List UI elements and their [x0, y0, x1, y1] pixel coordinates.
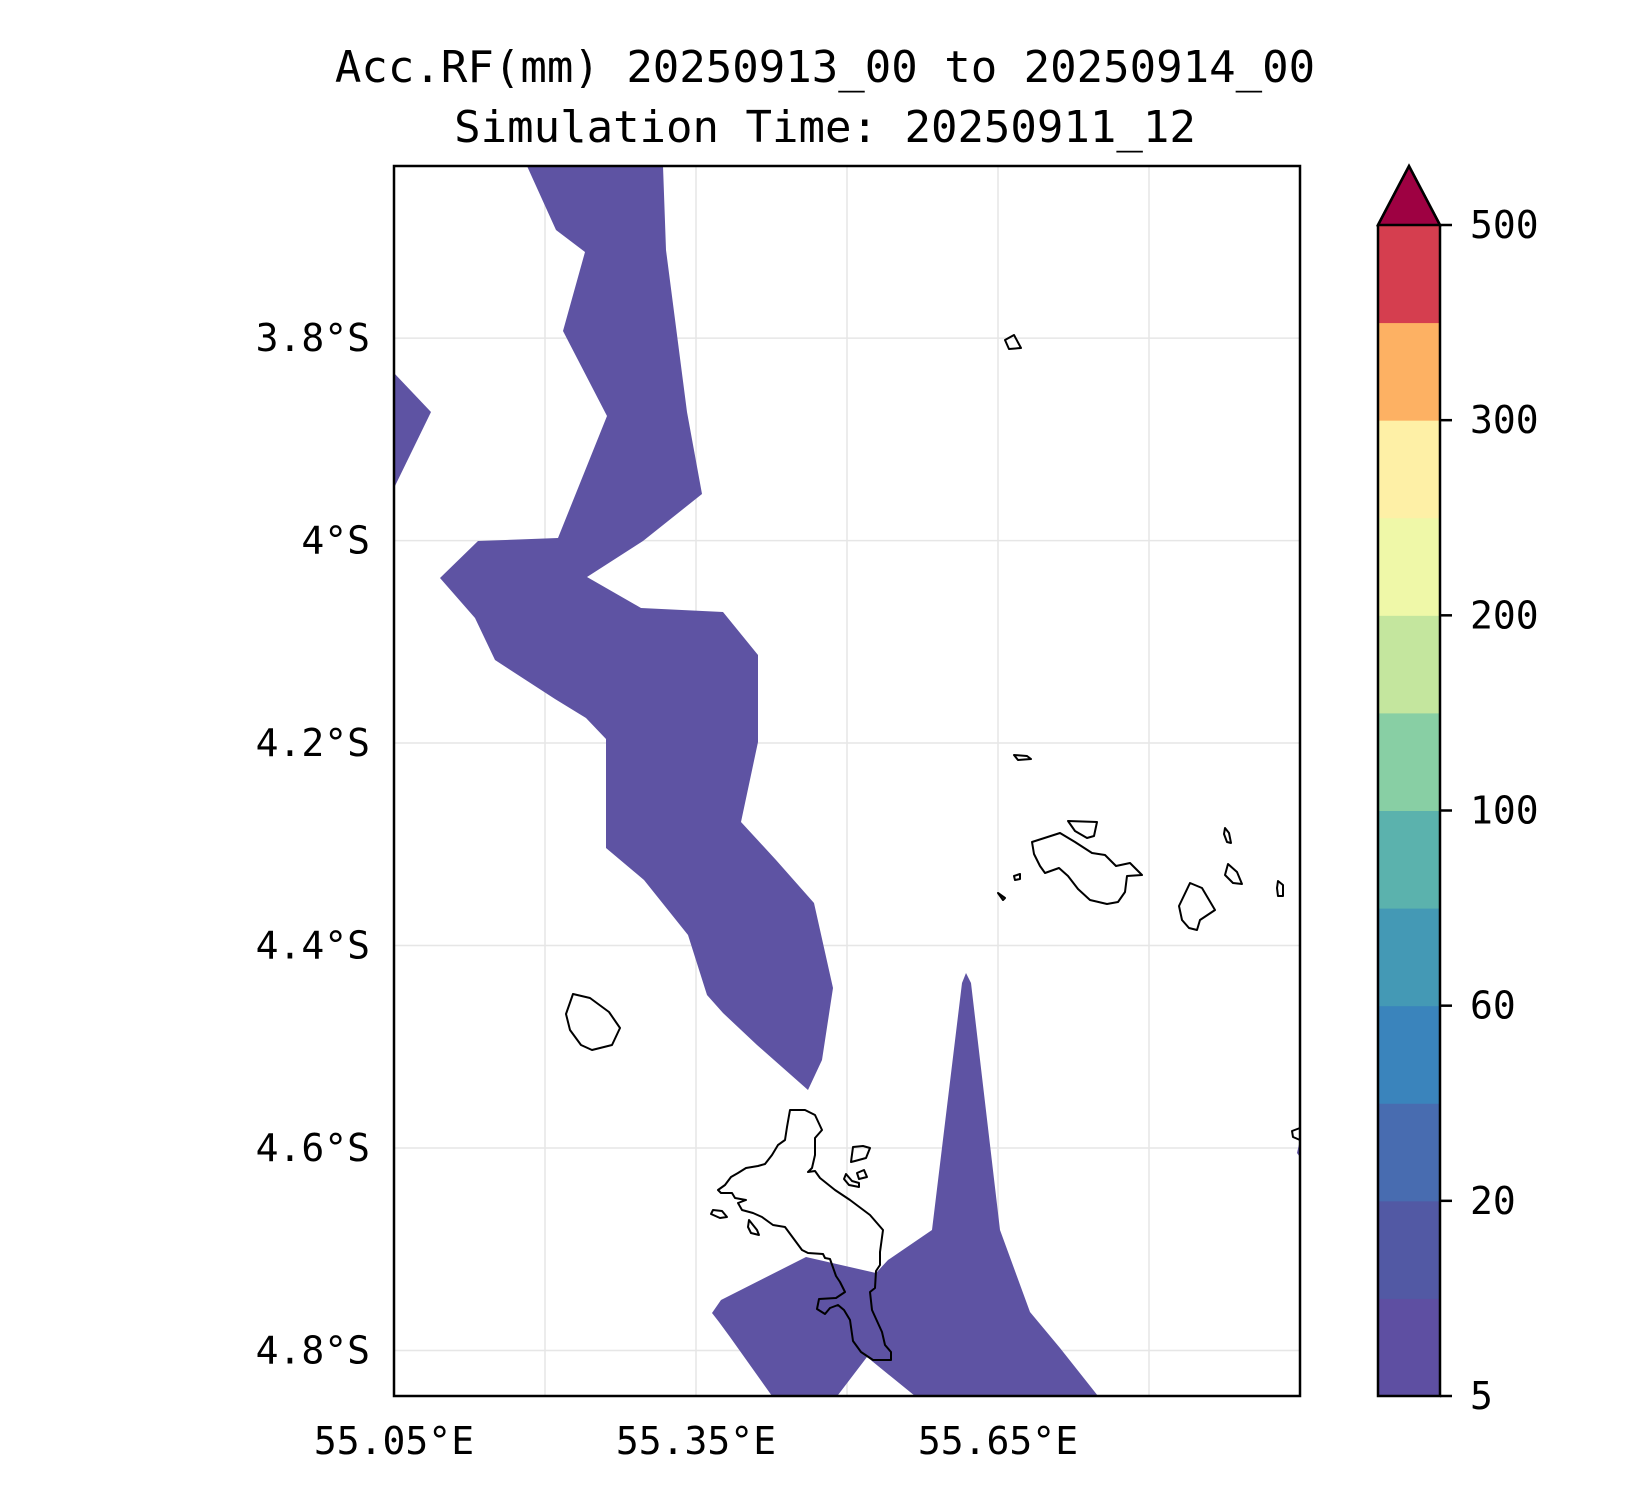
latitude-axis: 3.8°S 4°S 4.2°S 4.4°S 4.6°S 4.8°S	[256, 316, 370, 1372]
island-curieuse	[1067, 820, 1098, 839]
lat-tick-label: 4.6°S	[256, 1126, 370, 1170]
island-cousin	[1223, 827, 1232, 844]
lon-tick-label: 55.05°E	[314, 1419, 474, 1463]
map-frame	[392, 164, 1302, 1398]
colorbar-band	[1378, 1298, 1440, 1397]
rainfall-area-south	[712, 973, 1098, 1396]
colorbar-band	[1378, 1200, 1440, 1299]
map-title: Acc.RF(mm) 20250913_00 to 20250914_00	[334, 42, 1316, 93]
islet-ste-anne-3	[856, 1169, 868, 1180]
colorbar-tick-label: 100	[1470, 789, 1539, 833]
colorbar-band	[1378, 908, 1440, 1007]
islet-ste-anne-2	[843, 1173, 860, 1188]
colorbar-band	[1378, 517, 1440, 616]
lon-tick-label: 55.35°E	[616, 1419, 776, 1463]
map-gridlines	[393, 166, 1300, 1396]
island-mahe	[717, 1109, 892, 1361]
lat-tick-label: 4.4°S	[256, 924, 370, 968]
colorbar-extend-triangle	[1375, 163, 1443, 227]
lat-tick-label: 4.2°S	[256, 721, 370, 765]
lon-tick-label: 55.65°E	[918, 1419, 1078, 1463]
colorbar-band	[1378, 810, 1440, 909]
island-silhouette	[565, 993, 621, 1051]
island-denis	[1013, 754, 1032, 761]
colorbar-tick-label: 60	[1470, 984, 1516, 1028]
rainfall-area-west-edge	[394, 373, 431, 488]
colorbar-tick-label: 300	[1470, 398, 1539, 442]
island-east-edge	[1291, 1127, 1301, 1141]
island-felicite	[1224, 863, 1243, 885]
islet-north-1	[1013, 873, 1021, 881]
colorbar-bands	[1378, 225, 1440, 1397]
colorbar-band	[1378, 1103, 1440, 1202]
colorbar-tick-label: 20	[1470, 1179, 1516, 1223]
island-la-digue	[1178, 882, 1216, 931]
colorbar-band	[1378, 322, 1440, 421]
islet-therese	[710, 1209, 728, 1219]
colorbar-outline	[1376, 163, 1442, 1398]
colorbar: 5 20 60 100 200 300 500	[1375, 163, 1539, 1418]
colorbar-band	[1378, 225, 1440, 324]
longitude-axis: 55.05°E 55.35°E 55.65°E	[314, 1419, 1078, 1463]
lat-tick-label: 4°S	[301, 519, 370, 563]
colorbar-tick-label: 500	[1470, 203, 1539, 247]
island-praslin	[1031, 832, 1143, 905]
lat-tick-label: 3.8°S	[256, 316, 370, 360]
islet-north-2	[997, 892, 1006, 901]
colorbar-band	[1378, 1005, 1440, 1104]
colorbar-ticks: 5 20 60 100 200 300 500	[1440, 203, 1539, 1418]
coastlines	[565, 334, 1301, 1361]
island-bird	[1004, 334, 1022, 350]
colorbar-band	[1378, 712, 1440, 811]
lat-tick-label: 4.8°S	[256, 1328, 370, 1372]
islet-conception	[747, 1219, 760, 1236]
colorbar-tick-label: 5	[1470, 1374, 1493, 1418]
map-subtitle: Simulation Time: 20250911_12	[454, 102, 1196, 153]
colorbar-band	[1378, 420, 1440, 519]
colorbar-tick-label: 200	[1470, 593, 1539, 637]
colorbar-band	[1378, 615, 1440, 714]
island-marianne	[1276, 880, 1284, 897]
island-ste-anne	[850, 1145, 871, 1163]
rainfall-area-main-band	[440, 166, 833, 1090]
